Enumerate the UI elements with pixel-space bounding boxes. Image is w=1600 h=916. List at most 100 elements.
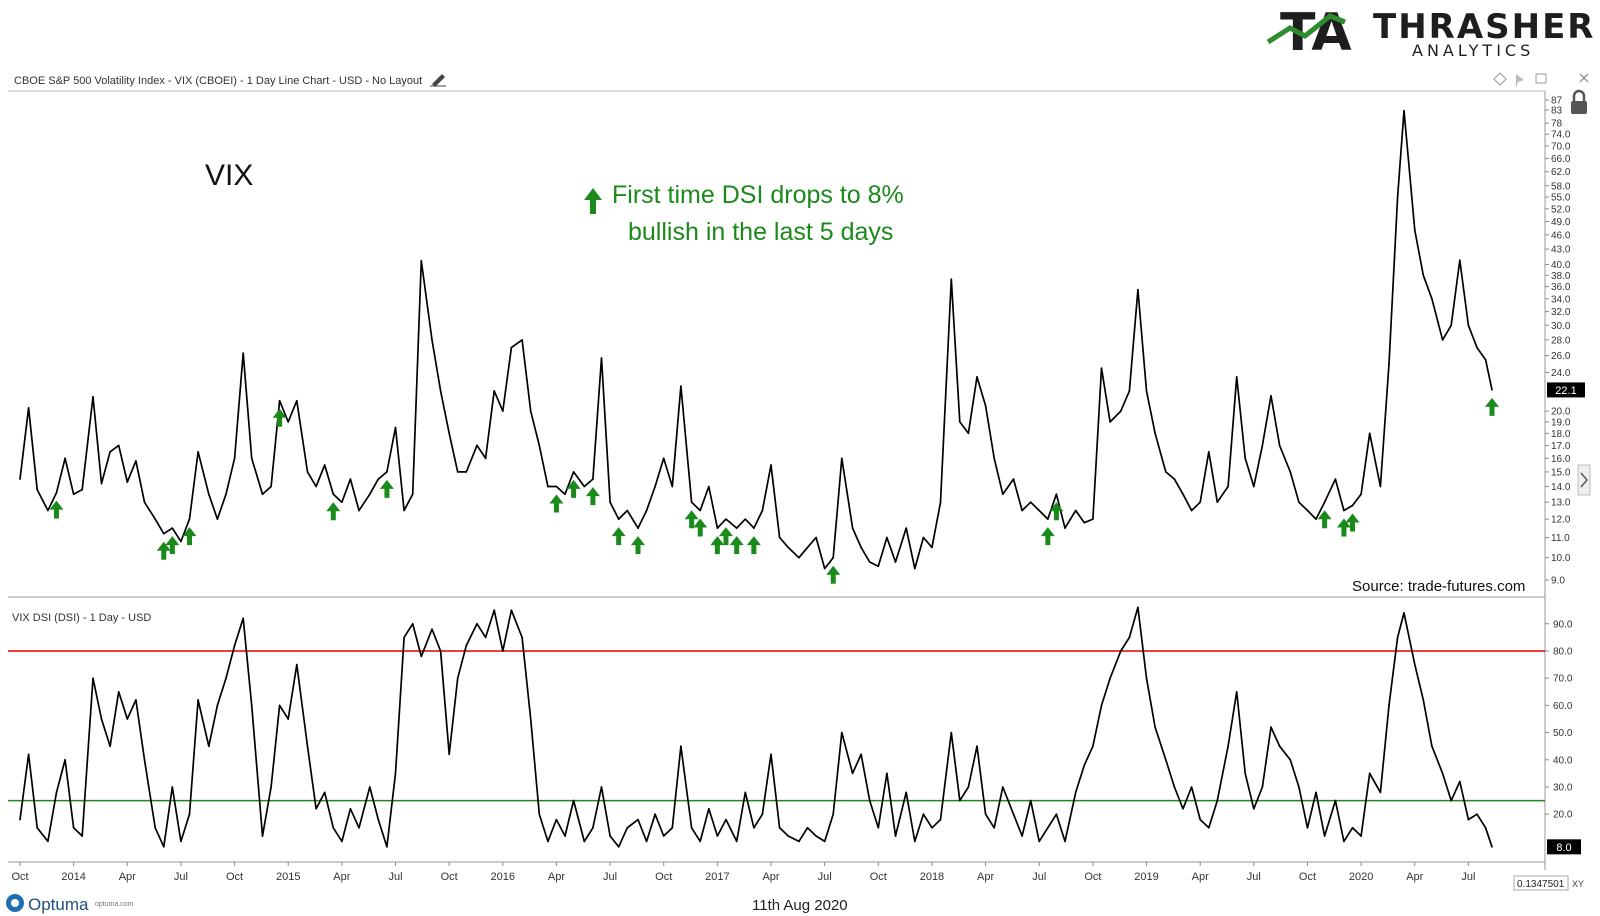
vix-point [583, 485, 586, 488]
dsi-y-tick-label: 30.0 [1553, 782, 1573, 793]
vix-point [1343, 509, 1345, 512]
dsi-point [662, 835, 665, 837]
dsi-point [671, 826, 674, 829]
vix-point [671, 485, 674, 488]
dsi-point [188, 813, 191, 815]
x-tick-label: Jul [1461, 871, 1475, 883]
dsi-point [332, 826, 335, 829]
x-tick-label: Jul [818, 871, 832, 883]
dsi-point [1119, 650, 1122, 652]
dsi-point [154, 826, 156, 829]
vix-point [216, 518, 219, 520]
vix-point [1270, 394, 1272, 397]
dsi-point [261, 835, 264, 837]
vix-y-tick-label: 13.0 [1551, 498, 1571, 509]
xy-toggle[interactable]: XY [1572, 879, 1584, 889]
x-tick-label: 2015 [276, 871, 300, 883]
vix-point [250, 457, 253, 460]
dsi-point [1021, 835, 1023, 837]
vix-y-tick-label: 40.0 [1551, 260, 1571, 271]
pin-icon[interactable] [1516, 74, 1524, 88]
dsi-point [564, 835, 566, 837]
dsi-point [1012, 813, 1015, 815]
up-arrow-icon [549, 494, 564, 513]
dsi-point [1403, 612, 1405, 614]
vix-point [521, 339, 523, 341]
dsi-point [225, 677, 227, 679]
dsi-point [617, 846, 620, 848]
dsi-point [950, 731, 953, 734]
vix-point [349, 478, 352, 480]
vix-point [1278, 444, 1281, 447]
vix-y-tick-label: 28.0 [1551, 335, 1571, 346]
up-arrow-icon [729, 536, 744, 555]
dsi-point [922, 813, 925, 815]
vix-point [1012, 478, 1015, 480]
x-tick-label: 2016 [491, 871, 515, 883]
vix-point [1029, 501, 1032, 503]
vix-y-tick-label: 38.0 [1551, 271, 1571, 282]
vix-point [143, 501, 146, 503]
x-tick-label: 2018 [920, 871, 944, 883]
vix-point [1109, 421, 1111, 423]
dsi-point [484, 636, 487, 639]
vix-point [420, 259, 423, 262]
vix-point [592, 478, 594, 480]
dsi-point [1315, 791, 1317, 794]
dsi-point [637, 818, 639, 821]
dsi-point [448, 753, 450, 756]
x-tick-label: Oct [11, 871, 28, 883]
dsi-point [1476, 813, 1478, 815]
vix-point [735, 527, 738, 529]
up-arrow-icon [826, 565, 841, 584]
vix-point [886, 536, 888, 539]
dsi-point [1199, 818, 1201, 821]
vix-y-tick-label: 36.0 [1551, 282, 1571, 293]
vix-point [626, 509, 629, 512]
vix-point [270, 485, 272, 488]
dsi-point [778, 826, 781, 829]
x-tick-label: Apr [1192, 871, 1209, 883]
diamond-icon[interactable] [1493, 72, 1507, 86]
dsi-point [27, 753, 30, 756]
lock-icon[interactable] [1571, 89, 1587, 114]
x-tick-label: Jul [1247, 871, 1261, 883]
dsi-point [1422, 699, 1425, 701]
dsi-point [1431, 745, 1433, 747]
dsi-point [832, 813, 835, 815]
pencil-icon[interactable] [430, 74, 446, 87]
dsi-point [197, 699, 199, 701]
vix-point [431, 339, 433, 341]
dsi-point [654, 813, 656, 815]
vix-point [1227, 485, 1229, 488]
vix-y-tick-label: 20.0 [1551, 407, 1571, 418]
up-arrow-icon [156, 541, 171, 560]
dsi-point [1323, 835, 1326, 837]
vix-point [1199, 501, 1201, 503]
scroll-right-icon[interactable] [1577, 464, 1591, 496]
window-icon[interactable] [1535, 73, 1547, 84]
vix-point [1484, 358, 1487, 361]
dsi-point [1092, 745, 1094, 747]
dsi-point [278, 704, 281, 707]
close-icon[interactable] [1579, 73, 1589, 83]
up-arrow-icon [566, 479, 581, 498]
dsi-point [19, 818, 21, 821]
vix-point [1119, 410, 1122, 412]
vix-y-tick-label: 66.0 [1551, 154, 1571, 165]
dsi-point [555, 818, 558, 821]
vix-point [1100, 367, 1103, 369]
up-arrow-icon [326, 502, 341, 521]
vix-y-tick-label: 9.0 [1551, 576, 1565, 587]
vix-point [1253, 485, 1255, 488]
scale-readout-box[interactable] [1513, 875, 1569, 891]
dsi-point [993, 826, 995, 829]
vix-point [753, 527, 755, 529]
vix-point [806, 546, 809, 549]
dsi-point [609, 835, 611, 837]
dsi-point [547, 840, 549, 843]
dsi-point [959, 799, 961, 802]
vix-point [894, 561, 897, 563]
vix-point [306, 471, 309, 473]
vix-point [832, 556, 835, 559]
